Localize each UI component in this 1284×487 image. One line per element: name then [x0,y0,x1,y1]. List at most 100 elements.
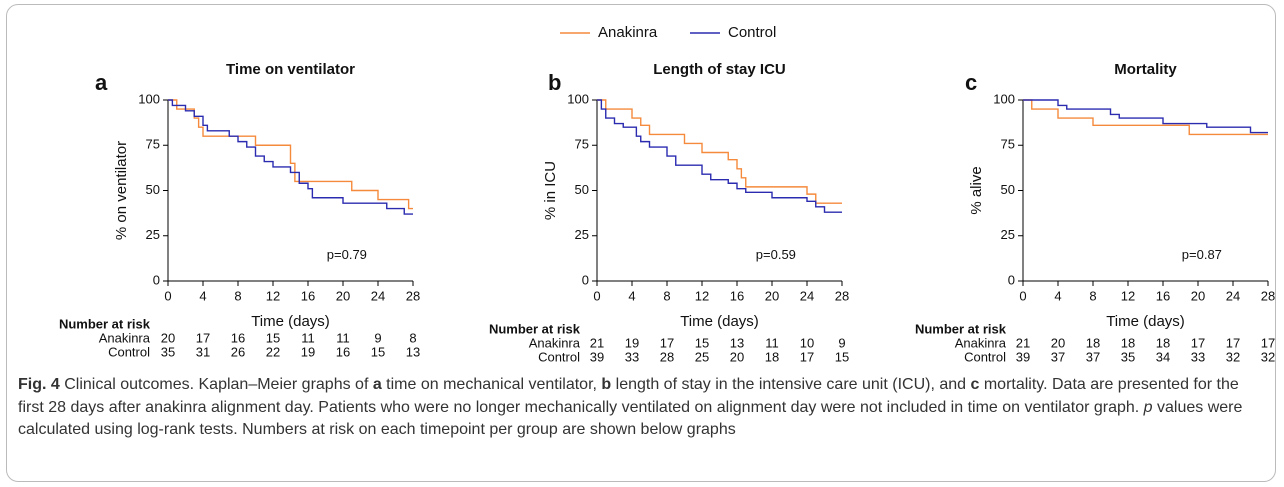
risk-value: 15 [371,344,385,359]
risk-value: 22 [266,344,280,359]
y-tick-label: 0 [153,272,160,287]
x-axis-label: Time (days) [1106,313,1185,330]
x-tick-label: 28 [1261,288,1275,303]
risk-value: 9 [838,335,845,350]
risk-value: 18 [1156,335,1170,350]
risk-row-name: Anakinra [529,335,581,350]
y-axis-label: % in ICU [542,161,559,220]
risk-row-name: Anakinra [99,330,151,345]
risk-value: 32 [1261,349,1275,364]
x-tick-label: 0 [593,288,600,303]
caption: Fig. 4 Clinical outcomes. Kaplan–Meier g… [18,374,1268,442]
risk-value: 13 [406,344,420,359]
survival-curve [597,99,842,204]
risk-value: 21 [590,335,604,350]
caption-text: mortality. Data are presented for the fi… [18,376,1239,416]
x-tick-label: 20 [1191,288,1205,303]
x-tick-label: 12 [1121,288,1135,303]
caption-panel: c [970,376,980,393]
chart-title: Mortality [1114,61,1177,78]
risk-value: 8 [409,330,416,345]
risk-value: 37 [1051,349,1065,364]
legend-label: Anakinra [598,24,658,41]
risk-table-title: Number at risk [489,321,581,336]
x-axis-label: Time (days) [680,313,759,330]
risk-value: 17 [800,349,814,364]
y-tick-label: 50 [1001,182,1015,197]
y-axis-label: % alive [968,166,985,214]
y-tick-label: 75 [146,137,160,152]
risk-row-name: Control [108,344,150,359]
x-tick-label: 0 [1019,288,1026,303]
caption-panel: b [601,376,612,393]
x-tick-label: 24 [800,288,814,303]
panel-letter: a [95,70,108,95]
caption-text: Clinical outcomes. Kaplan–Meier graphs o… [59,376,373,393]
y-tick-label: 75 [1001,137,1015,152]
survival-curve [1023,99,1268,134]
p-value: p=0.87 [1182,247,1222,262]
caption-text: time on mechanical ventilator, [381,376,602,393]
risk-value: 33 [1191,349,1205,364]
risk-value: 13 [730,335,744,350]
survival-curve [1023,99,1268,136]
risk-value: 15 [835,349,849,364]
figure-frame [6,4,1276,482]
y-tick-label: 100 [993,91,1015,106]
risk-value: 21 [1016,335,1030,350]
x-tick-label: 8 [1089,288,1096,303]
risk-value: 32 [1226,349,1240,364]
risk-value: 26 [231,344,245,359]
x-tick-label: 16 [1156,288,1170,303]
risk-value: 18 [1086,335,1100,350]
legend-label: Control [728,24,776,41]
risk-value: 10 [800,335,814,350]
caption-label: Fig. 4 [18,376,60,393]
risk-value: 15 [695,335,709,350]
risk-value: 11 [765,335,779,350]
x-tick-label: 24 [1226,288,1240,303]
y-axis-label: % on ventilator [113,141,130,240]
x-tick-label: 8 [234,288,241,303]
risk-value: 17 [1226,335,1240,350]
risk-value: 35 [161,344,175,359]
risk-table-title: Number at risk [59,316,151,331]
x-tick-label: 16 [301,288,315,303]
x-tick-label: 8 [663,288,670,303]
risk-value: 33 [625,349,639,364]
x-tick-label: 16 [730,288,744,303]
caption-text: length of stay in the intensive care uni… [611,376,971,393]
risk-value: 20 [1051,335,1065,350]
caption-text: values were calculated using log-rank te… [18,398,1243,439]
y-tick-label: 25 [575,227,589,242]
x-axis-label: Time (days) [251,313,330,330]
risk-value: 18 [1121,335,1135,350]
risk-table-title: Number at risk [915,321,1007,336]
panel-letter: c [965,70,977,95]
y-tick-label: 100 [138,91,160,106]
y-tick-label: 50 [146,182,160,197]
y-tick-label: 0 [582,272,589,287]
x-tick-label: 20 [765,288,779,303]
x-tick-label: 4 [628,288,635,303]
risk-value: 20 [730,349,744,364]
risk-row-name: Control [964,349,1006,364]
risk-value: 18 [765,349,779,364]
survival-curve [168,99,413,215]
risk-value: 17 [1191,335,1205,350]
y-tick-label: 100 [567,91,589,106]
x-tick-label: 28 [835,288,849,303]
risk-value: 16 [336,344,350,359]
risk-value: 31 [196,344,210,359]
y-tick-label: 50 [575,182,589,197]
risk-value: 28 [660,349,674,364]
risk-value: 17 [660,335,674,350]
risk-value: 20 [161,330,175,345]
x-tick-label: 0 [164,288,171,303]
risk-value: 19 [301,344,315,359]
risk-value: 25 [695,349,709,364]
x-tick-label: 12 [695,288,709,303]
x-tick-label: 20 [336,288,350,303]
